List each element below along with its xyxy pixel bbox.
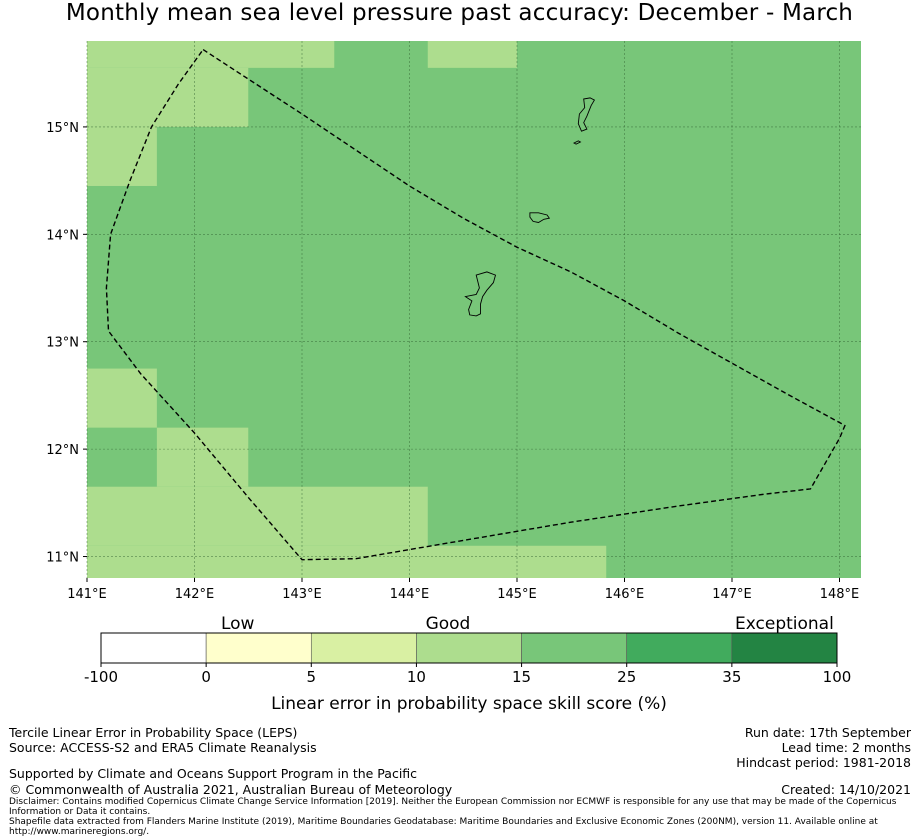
- colorbar-category-label: Good: [426, 614, 471, 634]
- skill-cell-light: [87, 126, 157, 186]
- colorbar-tick-label: 10: [407, 668, 426, 686]
- run-date-text: Run date: 17th September: [744, 725, 911, 740]
- lat-tick-label: 15°N: [46, 121, 79, 136]
- lon-tick-label: 144°E: [390, 587, 430, 602]
- lat-tick-label: 12°N: [46, 443, 79, 458]
- colorbar-frame: [100, 632, 838, 664]
- copyright-text: © Commonwealth of Australia 2021, Austra…: [9, 782, 453, 797]
- lat-tick-label: 11°N: [46, 551, 79, 566]
- colorbar-swatch: [205, 632, 312, 664]
- lon-tick-label: 146°E: [605, 587, 645, 602]
- skill-cell-light: [87, 545, 607, 578]
- colorbar-axis-label: Linear error in probability space skill …: [271, 694, 667, 714]
- colorbar: -100 0 5 10 15 25 35 100 Low Good Exceptional Linea…: [84, 614, 851, 714]
- disclaimer-text: Disclaimer: Contains modified Copernicus…: [9, 797, 897, 817]
- created-text: Created: 14/10/2021: [781, 782, 911, 797]
- island-outline: [529, 212, 551, 223]
- colorbar-swatch: [626, 632, 733, 664]
- colorbar-swatch: [310, 632, 417, 664]
- lon-tick-label: 145°E: [497, 587, 537, 602]
- colorbar-tick-label: 100: [823, 668, 852, 686]
- colorbar-tick-label: 15: [512, 668, 531, 686]
- lat-tick-label: 14°N: [46, 228, 79, 243]
- skill-cell-light: [87, 67, 249, 127]
- lon-tick-label: 141°E: [67, 587, 107, 602]
- lat-tick-label: 13°N: [46, 336, 79, 351]
- eez-boundary: [105, 49, 846, 561]
- colorbar-tick-label: 5: [307, 668, 317, 686]
- hindcast-text: Hindcast period: 1981-2018: [736, 755, 911, 770]
- skill-cell-light: [87, 486, 428, 546]
- shapefile-text: Shapefile data extracted from Flanders M…: [9, 817, 878, 837]
- island-outline: [464, 271, 497, 317]
- colorbar-swatch: [731, 632, 838, 664]
- skill-cell-light: [156, 427, 249, 487]
- lon-tick-label: 142°E: [175, 587, 215, 602]
- lead-time-text: Lead time: 2 months: [781, 740, 911, 755]
- colorbar-swatch: [416, 632, 522, 664]
- map-panel: 141°E 142°E 143°E 144°E 145°E 146°E 147°E 148°E…: [46, 41, 861, 602]
- support-text: Supported by Climate and Oceans Support …: [9, 766, 418, 781]
- colorbar-category-label: Low: [221, 614, 255, 634]
- colorbar-tick-label: -100: [84, 668, 118, 686]
- method-text: Tercile Linear Error in Probability Spac…: [9, 725, 298, 740]
- colorbar-swatch: [521, 632, 628, 664]
- colorbar-tick-label: 35: [722, 668, 741, 686]
- colorbar-category-label: Exceptional: [735, 614, 834, 634]
- colorbar-tick-label: 0: [201, 668, 211, 686]
- colorbar-swatch: [100, 632, 207, 664]
- skill-cell-light: [87, 368, 157, 428]
- lon-tick-label: 147°E: [712, 587, 752, 602]
- map-title: Monthly mean sea level pressure past acc…: [65, 0, 854, 26]
- island-outline: [577, 97, 596, 132]
- skill-cell-light: [427, 41, 517, 68]
- lon-tick-label: 143°E: [282, 587, 322, 602]
- source-text: Source: ACCESS-S2 and ERA5 Climate Reana…: [9, 740, 317, 755]
- lon-tick-label: 148°E: [820, 587, 860, 602]
- colorbar-tick-label: 25: [617, 668, 636, 686]
- island-outline: [573, 140, 582, 145]
